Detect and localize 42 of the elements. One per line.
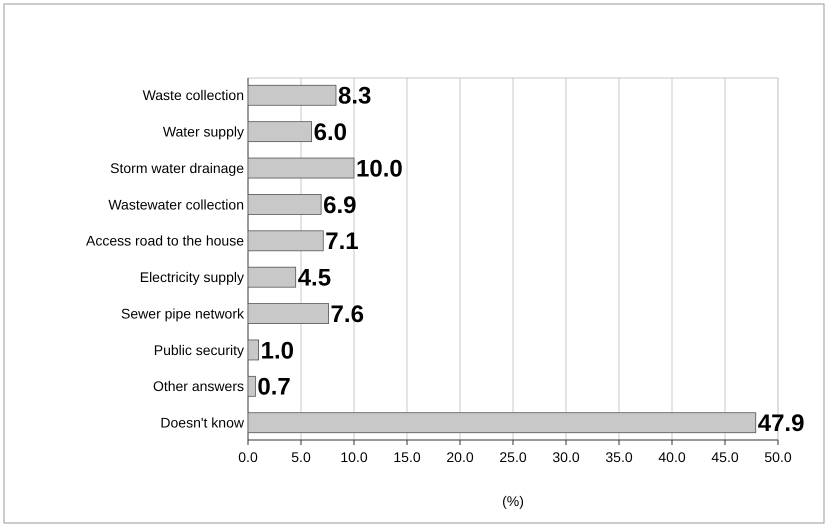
bar — [248, 376, 256, 397]
data-label: 4.5 — [298, 264, 332, 292]
x-tick-label: 50.0 — [764, 449, 792, 465]
bar — [248, 412, 756, 434]
data-label: 6.0 — [314, 119, 347, 146]
y-tick-label: Other answers — [152, 378, 244, 394]
x-axis-title: (%) — [502, 493, 524, 509]
x-tick-label: 0.0 — [238, 449, 258, 465]
x-tick-label: 25.0 — [499, 449, 527, 465]
y-tick-label: Doesn't know — [160, 414, 245, 431]
x-tick-label: 5.0 — [291, 449, 311, 465]
y-tick-label: Storm water drainage — [110, 160, 244, 176]
data-label: 7.6 — [330, 300, 364, 328]
y-tick-label: Wastewater collection — [108, 196, 244, 212]
y-tick-label: Public security — [154, 342, 244, 358]
bar — [248, 84, 336, 106]
x-tick-label: 35.0 — [605, 449, 633, 465]
bar — [248, 158, 354, 178]
data-label: 7.1 — [325, 228, 359, 256]
x-tick-label: 45.0 — [711, 449, 739, 465]
bar — [248, 303, 329, 324]
bar — [248, 121, 312, 142]
data-label: 0.7 — [257, 374, 291, 401]
y-tick-label: Sewer pipe network — [121, 305, 245, 322]
data-label: 6.9 — [323, 192, 357, 219]
y-tick-label: Waste collection — [142, 87, 244, 104]
x-tick-label: 30.0 — [552, 449, 580, 465]
bar — [248, 230, 324, 252]
x-tick-label: 10.0 — [340, 449, 368, 465]
x-tick-label: 40.0 — [658, 449, 686, 465]
y-tick-label: Access road to the house — [86, 232, 244, 249]
data-label: 1.0 — [260, 337, 294, 364]
data-label: 10.0 — [356, 155, 403, 182]
bar — [248, 266, 296, 288]
x-tick-label: 15.0 — [393, 449, 421, 465]
x-tick-label: 20.0 — [446, 449, 474, 465]
y-tick-label: Water supply — [162, 124, 244, 140]
bar — [248, 194, 322, 215]
y-tick-label: Electricity supply — [140, 269, 244, 286]
data-label: 8.3 — [338, 82, 372, 110]
data-label: 47.9 — [758, 410, 804, 438]
bar — [248, 340, 259, 360]
